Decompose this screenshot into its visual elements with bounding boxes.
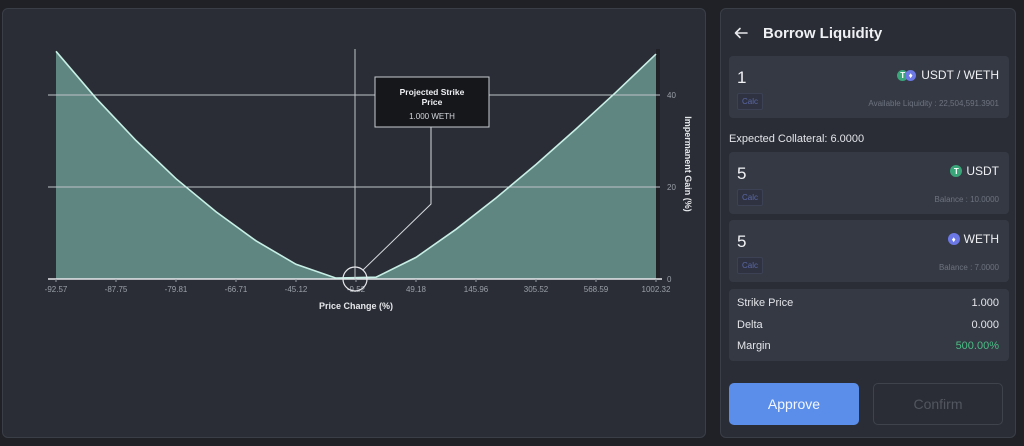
usdt-icon: T <box>950 165 963 177</box>
x-tick-label: 305.52 <box>524 285 549 294</box>
weth-balance: Balance : 7.0000 <box>938 263 999 272</box>
y-tick-label: 0 <box>667 275 672 284</box>
usdt-token[interactable]: T USDT <box>950 164 999 178</box>
y-axis-label: Impermanent Gain (%) <box>683 116 693 212</box>
strike-price-value: 1.000 <box>971 297 999 309</box>
weth-token-label: WETH <box>963 232 999 246</box>
usdt-balance: Balance : 10.0000 <box>934 195 1000 204</box>
annotation-title-line1: Projected Strike <box>400 87 465 97</box>
y-tick-label: 40 <box>667 91 676 100</box>
borrow-amount-box: 1 T ♦ USDT / WETH Calc Available Liquidi… <box>729 56 1009 118</box>
margin-label: Margin <box>737 340 771 352</box>
borrow-liquidity-panel: Borrow Liquidity 1 T ♦ USDT / WETH Calc … <box>720 8 1016 438</box>
area-fill <box>56 51 656 279</box>
x-tick-label: -66.71 <box>225 285 248 294</box>
y-tick-label: 20 <box>667 183 676 192</box>
pair-token-label: USDT / WETH <box>921 68 999 82</box>
panel-header: Borrow Liquidity <box>733 23 882 43</box>
strike-price-row: Strike Price 1.000 <box>737 297 999 309</box>
annotation-title-line2: Price <box>422 97 443 107</box>
chart-panel: -92.57 -87.75 -79.81 -66.71 -45.12 -9.52 49.18… <box>2 8 706 438</box>
weth-amount-box: 5 ♦ WETH Calc Balance : 7.0000 <box>729 220 1009 282</box>
annotation-box <box>374 76 490 128</box>
x-tick-label: 568.59 <box>584 285 609 294</box>
expected-collateral: Expected Collateral: 6.0000 <box>729 133 865 145</box>
strike-price-label: Strike Price <box>737 297 794 309</box>
annotation-value: 1.000 WETH <box>409 112 455 121</box>
plot-right-edge <box>656 49 660 279</box>
weth-icon: ♦ <box>905 69 917 81</box>
pair-token[interactable]: T ♦ USDT / WETH <box>897 68 999 82</box>
borrow-amount-input[interactable]: 1 <box>737 68 747 87</box>
calc-button[interactable]: Calc <box>737 189 764 206</box>
delta-label: Delta <box>737 319 763 331</box>
x-tick-label: -45.12 <box>285 285 308 294</box>
calc-button[interactable]: Calc <box>737 257 764 274</box>
x-tick-label: -92.57 <box>45 285 68 294</box>
x-tick-label: 145.96 <box>464 285 489 294</box>
position-stats: Strike Price 1.000 Delta 0.000 Margin 50… <box>729 289 1009 361</box>
usdt-token-label: USDT <box>966 164 999 178</box>
usdt-amount-box: 5 T USDT Calc Balance : 10.0000 <box>729 152 1009 214</box>
delta-value: 0.000 <box>971 319 999 331</box>
x-axis-label: Price Change (%) <box>319 301 393 311</box>
back-arrow-icon[interactable] <box>733 24 751 42</box>
delta-row: Delta 0.000 <box>737 319 999 331</box>
usdt-amount-input[interactable]: 5 <box>737 164 747 183</box>
x-tick-label: -79.81 <box>165 285 188 294</box>
approve-button[interactable]: Approve <box>729 383 859 425</box>
panel-title: Borrow Liquidity <box>763 24 883 42</box>
available-liquidity: Available Liquidity : 22,504,591.3901 <box>868 99 999 108</box>
x-tick-label: -9.52 <box>347 285 366 294</box>
weth-amount-input[interactable]: 5 <box>737 232 747 251</box>
strike-marker-circle <box>342 266 368 292</box>
usdt-icon: T <box>897 69 909 81</box>
calc-button[interactable]: Calc <box>737 93 764 110</box>
x-tick-label: 49.18 <box>406 285 427 294</box>
x-tick-label: 1002.32 <box>642 285 671 294</box>
series-line <box>55 50 657 279</box>
confirm-button[interactable]: Confirm <box>873 383 1003 425</box>
annotation-leader-line <box>362 127 432 271</box>
pair-icon: T ♦ <box>897 69 917 81</box>
margin-value: 500.00% <box>955 340 999 352</box>
margin-row: Margin 500.00% <box>737 340 999 352</box>
impermanent-gain-chart: -92.57 -87.75 -79.81 -66.71 -45.12 -9.52 49.18… <box>45 49 693 311</box>
x-tick-label: -87.75 <box>105 285 128 294</box>
weth-icon: ♦ <box>947 233 960 245</box>
weth-token[interactable]: ♦ WETH <box>947 232 999 246</box>
